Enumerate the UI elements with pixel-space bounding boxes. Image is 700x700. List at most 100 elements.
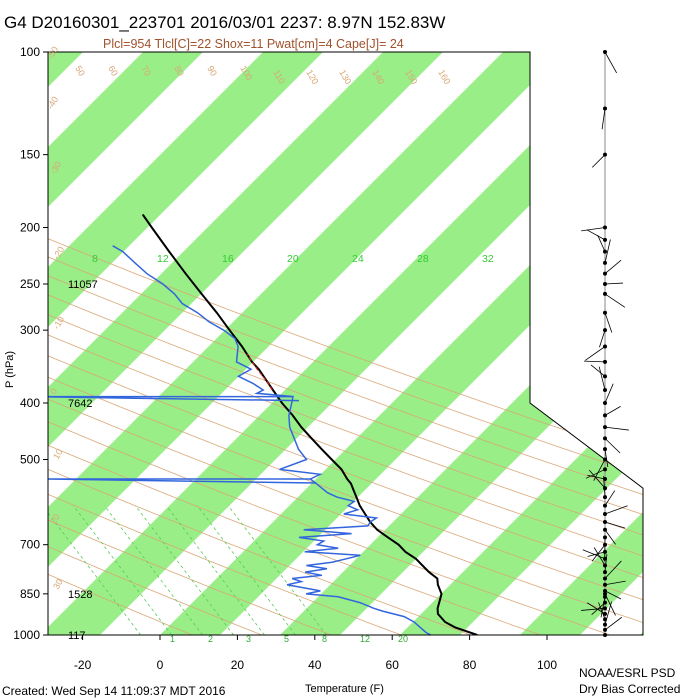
stability-indices: Plcl=954 Tlcl[C]=22 Shox=11 Pwat[cm]=4 C… xyxy=(103,37,404,51)
parcel-line xyxy=(246,353,273,391)
wind-barb xyxy=(604,505,628,515)
wind-barb xyxy=(599,330,606,348)
dry-adiabat-label: 70 xyxy=(139,64,153,78)
moist-band xyxy=(680,15,700,700)
dry-adiabat-line xyxy=(48,52,263,635)
wind-barb xyxy=(604,293,626,308)
wind-barb xyxy=(588,469,606,489)
moist-band xyxy=(440,52,643,635)
mixing-ratio-label: 3 xyxy=(246,634,251,644)
dry-adiabat-line xyxy=(48,52,643,635)
wind-barb xyxy=(581,607,606,611)
wind-barb xyxy=(597,235,606,252)
dry-adiabat-line xyxy=(48,52,643,635)
dry-adiabat-line xyxy=(48,52,643,635)
wind-barb xyxy=(604,490,616,506)
mixing-ratio-label: 12 xyxy=(360,634,370,644)
moist-band xyxy=(48,52,600,635)
wind-barb xyxy=(598,602,606,620)
temp-tick-label: 60 xyxy=(386,658,400,672)
isotherm-label: 10 xyxy=(51,447,65,461)
moist-adiabat-label: 12 xyxy=(157,253,169,265)
x-axis-label: Temperature (F) xyxy=(305,683,384,695)
wind-barb xyxy=(581,227,606,232)
temp-tick-label: 40 xyxy=(308,658,322,672)
moist-band xyxy=(48,52,480,635)
dewpoint-line xyxy=(112,245,432,635)
temp-tick-label: -20 xyxy=(74,658,92,672)
wind-barb xyxy=(591,154,606,168)
wind-barb xyxy=(604,438,621,454)
wind-barb xyxy=(604,616,623,631)
wind-barb xyxy=(604,426,629,431)
mixing-ratio-label: 20 xyxy=(398,634,408,644)
pressure-tick-label: 100 xyxy=(20,45,40,59)
dry-adiabat-line xyxy=(48,52,643,635)
dewpoint-spike xyxy=(48,478,317,484)
wind-barb xyxy=(604,593,616,616)
wind-barb xyxy=(604,259,622,274)
wind-barb xyxy=(593,459,606,481)
chart-title: G4 D20160301_223701 2016/03/01 2237: 8.9… xyxy=(4,13,445,32)
temperature-line xyxy=(141,213,478,635)
pressure-tick-label: 500 xyxy=(20,452,40,466)
moist-band xyxy=(48,52,240,635)
wind-barb xyxy=(583,360,606,363)
wind-barb xyxy=(604,449,609,468)
wind-barb xyxy=(587,551,606,557)
dewpoint-spike xyxy=(48,395,299,402)
wind-barb xyxy=(604,554,608,573)
wind-barb xyxy=(591,544,606,562)
mixing-ratio-label: 5 xyxy=(284,634,289,644)
temp-tick-label: 100 xyxy=(537,658,557,672)
dry-adiabat-label: 50 xyxy=(73,64,87,78)
wind-barb xyxy=(604,560,622,579)
mixing-ratio-label: 1 xyxy=(170,634,175,644)
pressure-tick-label: 400 xyxy=(20,396,40,410)
dry-adiabat-line xyxy=(48,52,193,635)
dry-adiabat-label: 90 xyxy=(205,64,219,78)
height-label: 117 xyxy=(68,630,86,642)
wind-barb xyxy=(604,282,623,285)
wind-barb xyxy=(604,406,621,416)
pressure-tick-label: 200 xyxy=(20,221,40,235)
moist-adiabat-label: 24 xyxy=(352,253,364,265)
wind-barb xyxy=(604,529,616,545)
isotherm-label: 30 xyxy=(51,577,65,591)
pressure-tick-label: 300 xyxy=(20,323,40,337)
wind-barb xyxy=(582,549,606,560)
dry-adiabat-line xyxy=(48,52,611,635)
pressure-tick-label: 150 xyxy=(20,148,40,162)
isotherm-label: 20 xyxy=(48,512,62,526)
correction-note: Dry Bias Corrected xyxy=(579,682,680,696)
dry-adiabat-label: 120 xyxy=(304,68,320,86)
moist-adiabat-label: 8 xyxy=(92,253,98,265)
dry-adiabat-line xyxy=(48,52,643,635)
pressure-tick-label: 850 xyxy=(20,587,40,601)
moist-band xyxy=(320,52,643,635)
mixing-ratio-label: 8 xyxy=(322,634,327,644)
wind-barb xyxy=(591,602,606,615)
wind-barb xyxy=(590,364,606,377)
moist-band xyxy=(80,52,643,635)
temp-tick-label: 80 xyxy=(463,658,477,672)
sounding-series xyxy=(48,213,478,635)
temp-tick-label: 20 xyxy=(231,658,245,672)
wind-barb xyxy=(604,239,611,263)
pressure-tick-label: 1000 xyxy=(13,628,40,642)
height-label: 11057 xyxy=(68,279,98,291)
height-label: 7642 xyxy=(68,398,92,410)
pressure-tick-label: 700 xyxy=(20,538,40,552)
moist-adiabat-label: 28 xyxy=(417,253,429,265)
moist-adiabat-label: 20 xyxy=(287,253,299,265)
height-label: 1528 xyxy=(68,589,92,601)
wind-barb xyxy=(604,521,626,529)
wind-barb xyxy=(585,469,606,479)
wind-barb xyxy=(598,366,606,391)
pressure-tick-label: 250 xyxy=(20,277,40,291)
dry-adiabat-line xyxy=(48,52,643,635)
wind-barb xyxy=(600,596,606,618)
dry-adiabat-line xyxy=(48,52,472,635)
isotherm-label: 0 xyxy=(48,387,59,396)
